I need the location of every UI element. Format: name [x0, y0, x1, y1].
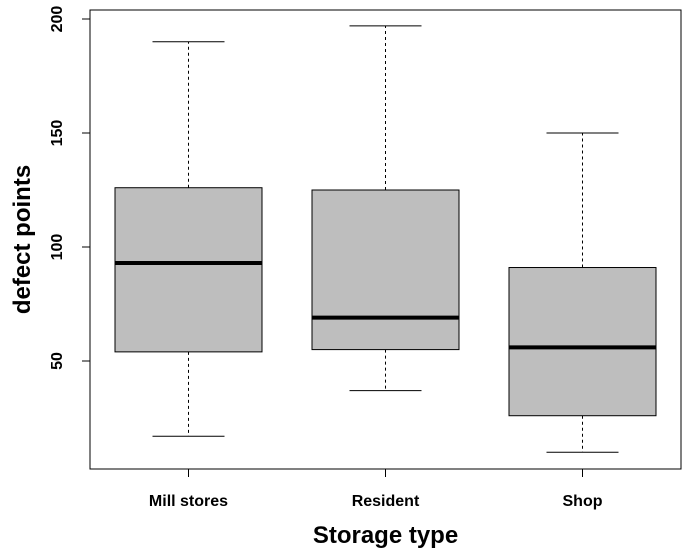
iqr-box	[311, 189, 460, 351]
x-axis-title: Storage type	[313, 522, 458, 549]
y-tick-label: 50	[49, 352, 66, 370]
x-tick-label: Mill stores	[149, 493, 228, 510]
box-resident	[311, 25, 460, 392]
x-tick-label: Resident	[352, 493, 420, 510]
y-axis: 50 100 150 200	[49, 6, 91, 370]
y-axis-title: defect points	[9, 165, 36, 314]
x-tick-label: Shop	[563, 493, 603, 510]
x-axis: Mill stores Resident Shop	[149, 469, 603, 510]
box-mill-stores	[114, 41, 263, 437]
box-shop	[508, 132, 657, 453]
y-tick-label: 200	[49, 6, 66, 33]
iqr-box	[508, 267, 657, 417]
plot-area	[114, 25, 657, 453]
y-tick-label: 150	[49, 120, 66, 147]
y-tick-label: 100	[49, 234, 66, 261]
iqr-box	[114, 187, 263, 353]
